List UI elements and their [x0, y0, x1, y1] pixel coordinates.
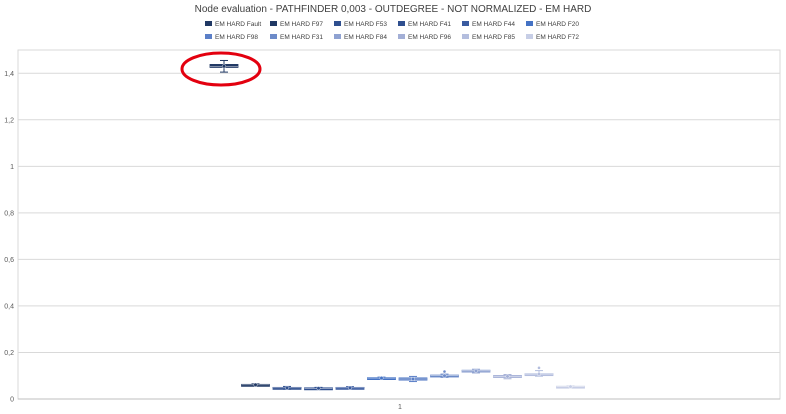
plot-area: 0 0,2 0,4 0,6 0,8 1 1,2 1,4 1	[4, 49, 781, 411]
legend-item: EM HARD F98	[205, 34, 258, 41]
legend-swatch	[205, 34, 212, 39]
legend-item: EM HARD F84	[334, 34, 387, 41]
legend: EM HARD Fault EM HARD F97 EM HARD F53 EM HA…	[205, 21, 579, 41]
legend-item: EM HARD F72	[526, 34, 579, 41]
legend-label: EM HARD F20	[536, 21, 579, 28]
y-axis: 0 0,2 0,4 0,6 0,8 1 1,2 1,4	[4, 71, 14, 404]
legend-item: EM HARD F41	[398, 21, 451, 28]
legend-label: EM HARD Fault	[215, 21, 261, 28]
highlight-circle	[180, 51, 262, 87]
legend-label: EM HARD F96	[408, 34, 451, 41]
legend-item: EM HARD F44	[462, 21, 515, 28]
legend-swatch	[270, 34, 277, 39]
box-em-hard-f97	[241, 382, 270, 387]
mean-marker	[537, 372, 542, 377]
outlier-point	[537, 366, 541, 370]
legend-item: EM HARD F53	[334, 21, 387, 28]
box-em-hard-f41	[304, 386, 333, 391]
y-tick-label: 0	[10, 397, 14, 404]
box-em-hard-f98	[398, 375, 428, 383]
legend-label: EM HARD F85	[472, 34, 515, 41]
legend-swatch	[334, 34, 341, 39]
legend-item: EM HARD F97	[270, 21, 323, 28]
y-tick-label: 0,6	[4, 257, 14, 264]
mean-marker	[221, 64, 226, 69]
chart-title: Node evaluation - PATHFINDER 0,003 - OUT…	[195, 4, 592, 15]
legend-item: EM HARD F96	[398, 34, 451, 41]
legend-item: EM HARD F85	[462, 34, 515, 41]
legend-label: EM HARD F98	[215, 34, 258, 41]
mean-marker	[316, 386, 321, 391]
box-em-hard-f85	[524, 366, 554, 377]
legend-swatch	[398, 34, 405, 39]
outlier-point	[443, 370, 446, 373]
y-tick-label: 1,2	[4, 117, 14, 124]
mean-marker	[411, 376, 416, 381]
box-em-hard-f44	[335, 385, 365, 390]
gridlines	[18, 72, 780, 353]
y-tick-label: 1,4	[4, 71, 14, 78]
legend-swatch	[462, 34, 469, 39]
legend-item: EM HARD F20	[526, 21, 579, 28]
legend-item: EM HARD Fault	[205, 21, 261, 28]
box-em-hard-f31	[430, 370, 459, 378]
box-em-hard-f84	[461, 368, 491, 374]
legend-swatch	[334, 21, 341, 26]
legend-label: EM HARD F41	[408, 21, 451, 28]
legend-label: EM HARD F31	[280, 34, 323, 41]
legend-label: EM HARD F84	[344, 34, 387, 41]
legend-swatch	[270, 21, 277, 26]
legend-label: EM HARD F72	[536, 34, 579, 41]
mean-marker	[442, 373, 447, 378]
mean-marker	[474, 368, 479, 373]
plot-frame	[17, 49, 781, 400]
legend-swatch	[398, 21, 405, 26]
box-em-hard-f72	[556, 384, 585, 389]
box-em-hard-f96	[493, 374, 522, 380]
y-tick-label: 0,2	[4, 350, 14, 357]
legend-swatch	[526, 34, 533, 39]
series-group	[209, 59, 585, 391]
y-tick-label: 0,4	[4, 303, 14, 310]
y-tick-label: 0,8	[4, 210, 14, 217]
mean-marker	[505, 374, 510, 379]
mean-marker	[568, 384, 573, 389]
x-axis: 1	[18, 398, 780, 411]
box-em-hard-f53	[272, 385, 302, 390]
legend-swatch	[462, 21, 469, 26]
x-tick-label: 1	[398, 404, 402, 411]
y-tick-label: 1	[10, 164, 14, 171]
mean-marker	[253, 382, 258, 387]
legend-label: EM HARD F53	[344, 21, 387, 28]
mean-marker	[379, 376, 384, 381]
legend-item: EM HARD F31	[270, 34, 323, 41]
mean-marker	[285, 385, 290, 390]
box-em-hard-f20	[367, 376, 396, 381]
legend-swatch	[205, 21, 212, 26]
legend-swatch	[526, 21, 533, 26]
legend-label: EM HARD F97	[280, 21, 323, 28]
legend-label: EM HARD F44	[472, 21, 515, 28]
box-em-hard-fault	[209, 59, 239, 73]
mean-marker	[348, 385, 353, 390]
